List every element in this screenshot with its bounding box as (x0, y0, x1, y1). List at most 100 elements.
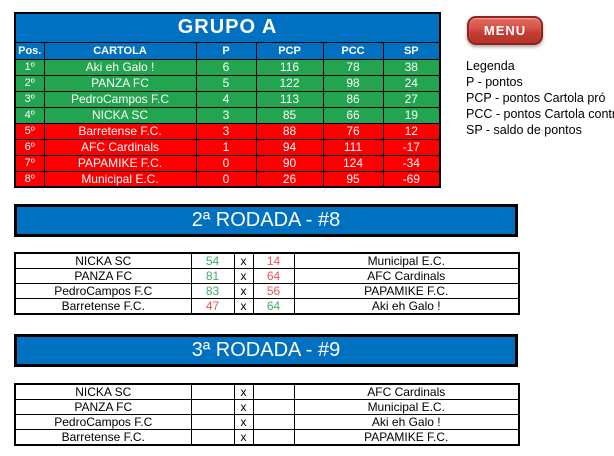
match-row: NICKA SC x AFC Cardinals (14, 383, 520, 400)
versus-separator: x (233, 252, 254, 269)
pcc-cell: 76 (322, 122, 384, 140)
position-cell: 8º (14, 170, 45, 188)
home-score-cell: 54 (190, 252, 235, 269)
home-score-cell: 83 (190, 283, 235, 299)
legend: Legenda P - pontos PCP - pontos Cartola … (466, 58, 614, 138)
points-cell: 0 (195, 154, 257, 172)
col-header-sp: SP (382, 41, 441, 60)
pcp-cell: 113 (255, 90, 324, 108)
pcp-cell: 85 (255, 106, 324, 124)
standings-row: 6º AFC Cardinals 1 94 111 -17 (14, 138, 441, 156)
match-row: Barretense F.C. x PAPAMIKE F.C. (14, 429, 520, 446)
position-cell: 6º (14, 138, 45, 156)
away-score-cell: 64 (252, 268, 295, 284)
match-row: NICKA SC 54 x 14 Municipal E.C. (14, 252, 520, 269)
points-cell: 0 (195, 170, 257, 188)
col-header-pcp: PCP (255, 41, 324, 60)
versus-separator: x (233, 429, 254, 446)
away-team-cell: AFC Cardinals (293, 268, 520, 284)
sp-cell: 12 (382, 122, 441, 140)
away-score-cell (252, 383, 295, 400)
col-header-pos: Pos. (14, 41, 45, 60)
home-team-cell: PedroCampos F.C (14, 283, 192, 299)
position-cell: 4º (14, 106, 45, 124)
round3-banner: 3ª RODADA - #9 (14, 334, 518, 367)
legend-item: PCC - pontos Cartola contra (466, 107, 614, 121)
round2-banner: 2ª RODADA - #8 (14, 204, 518, 237)
standings-row: 3º PedroCampos F.C 4 113 86 27 (14, 90, 441, 108)
pcc-cell: 124 (322, 154, 384, 172)
away-team-cell: Municipal E.C. (293, 252, 520, 269)
sp-cell: 24 (382, 74, 441, 92)
sp-cell: 19 (382, 106, 441, 124)
team-cell: PAPAMIKE F.C. (43, 154, 197, 172)
versus-separator: x (233, 399, 254, 415)
home-score-cell (190, 429, 235, 446)
pcp-cell: 90 (255, 154, 324, 172)
pcc-cell: 111 (322, 138, 384, 156)
home-score-cell (190, 399, 235, 415)
away-score-cell: 64 (252, 298, 295, 315)
position-cell: 7º (14, 154, 45, 172)
sp-cell: -69 (382, 170, 441, 188)
points-cell: 3 (195, 122, 257, 140)
standings-row: 2º PANZA FC 5 122 98 24 (14, 74, 441, 92)
points-cell: 4 (195, 90, 257, 108)
pcc-cell: 78 (322, 58, 384, 76)
points-cell: 6 (195, 58, 257, 76)
pcc-cell: 86 (322, 90, 384, 108)
sp-cell: 27 (382, 90, 441, 108)
group-title: GRUPO A (14, 12, 441, 43)
match-row: Barretense F.C. 47 x 64 Aki eh Galo ! (14, 298, 520, 315)
pcp-cell: 94 (255, 138, 324, 156)
match-row: PedroCampos F.C x Aki eh Galo ! (14, 414, 520, 430)
team-cell: PANZA FC (43, 74, 197, 92)
menu-button[interactable]: MENU (467, 16, 543, 45)
versus-separator: x (233, 268, 254, 284)
home-team-cell: PANZA FC (14, 399, 192, 415)
col-header-cartola: CARTOLA (43, 41, 197, 60)
away-score-cell (252, 414, 295, 430)
pcp-cell: 88 (255, 122, 324, 140)
position-cell: 3º (14, 90, 45, 108)
standings-row: 4º NICKA SC 3 85 66 19 (14, 106, 441, 124)
team-cell: PedroCampos F.C (43, 90, 197, 108)
team-cell: AFC Cardinals (43, 138, 197, 156)
col-header-p: P (195, 41, 257, 60)
home-team-cell: NICKA SC (14, 252, 192, 269)
pcc-cell: 95 (322, 170, 384, 188)
team-cell: Aki eh Galo ! (43, 58, 197, 76)
col-header-pcc: PCC (322, 41, 384, 60)
home-score-cell (190, 383, 235, 400)
sp-cell: -34 (382, 154, 441, 172)
away-score-cell (252, 399, 295, 415)
points-cell: 5 (195, 74, 257, 92)
home-team-cell: PANZA FC (14, 268, 192, 284)
standings-row: 7º PAPAMIKE F.C. 0 90 124 -34 (14, 154, 441, 172)
away-score-cell (252, 429, 295, 446)
sp-cell: 38 (382, 58, 441, 76)
team-cell: Barretense F.C. (43, 122, 197, 140)
versus-separator: x (233, 414, 254, 430)
points-cell: 1 (195, 138, 257, 156)
home-team-cell: Barretense F.C. (14, 298, 192, 315)
pcc-cell: 66 (322, 106, 384, 124)
versus-separator: x (233, 283, 254, 299)
away-score-cell: 14 (252, 252, 295, 269)
versus-separator: x (233, 298, 254, 315)
legend-item: SP - saldo de pontos (466, 123, 582, 137)
match-row: PANZA FC x Municipal E.C. (14, 399, 520, 415)
home-team-cell: Barretense F.C. (14, 429, 192, 446)
round2-match-table: NICKA SC 54 x 14 Municipal E.C. PANZA FC… (14, 252, 520, 315)
away-team-cell: AFC Cardinals (293, 383, 520, 400)
team-cell: NICKA SC (43, 106, 197, 124)
legend-title: Legenda (466, 59, 515, 73)
away-team-cell: Aki eh Galo ! (293, 298, 520, 315)
pcp-cell: 122 (255, 74, 324, 92)
position-cell: 2º (14, 74, 45, 92)
position-cell: 5º (14, 122, 45, 140)
away-score-cell: 56 (252, 283, 295, 299)
pcp-cell: 26 (255, 170, 324, 188)
home-score-cell: 47 (190, 298, 235, 315)
away-team-cell: PAPAMIKE F.C. (293, 283, 520, 299)
